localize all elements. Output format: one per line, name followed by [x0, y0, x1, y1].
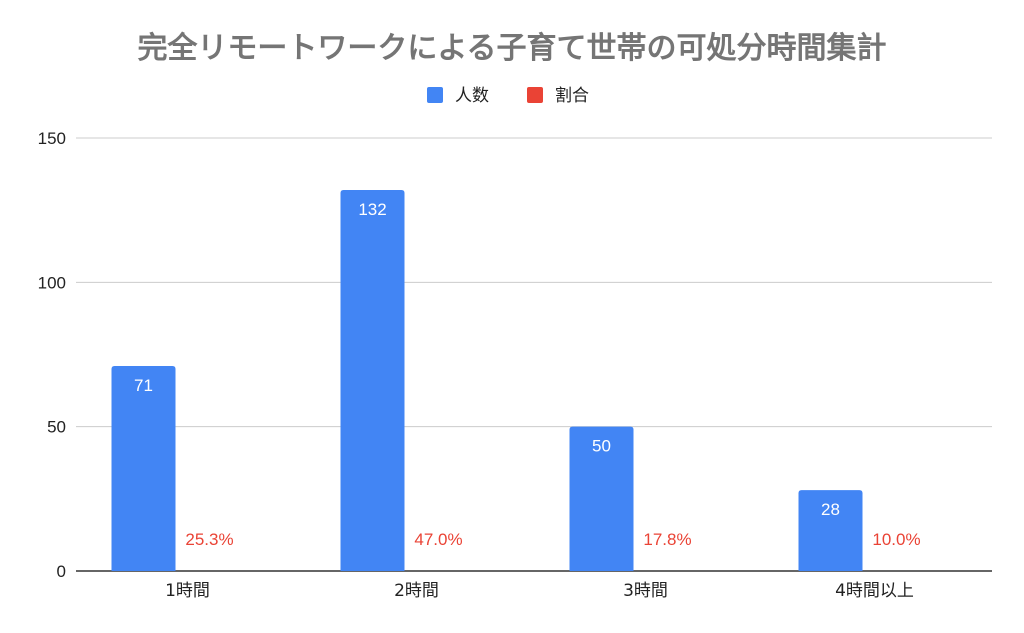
bar-value-label: 50 — [592, 437, 611, 456]
x-tick-label: 2時間 — [394, 581, 439, 601]
legend-swatch-ratio — [527, 87, 543, 103]
x-tick-label: 3時間 — [623, 581, 668, 601]
legend-swatch-count — [427, 87, 443, 103]
chart-title: 完全リモートワークによる子育て世帯の可処分時間集計 — [137, 31, 886, 66]
bar-count — [569, 426, 634, 571]
y-axis-ticks: 0 50 100 150 — [38, 129, 66, 581]
y-tick-label: 50 — [47, 418, 66, 437]
bar-value-label: 71 — [134, 376, 153, 395]
legend-label-count: 人数 — [455, 86, 489, 106]
bar-ratio — [407, 435, 471, 571]
legend: 人数 割合 — [427, 86, 589, 106]
x-tick-label: 1時間 — [165, 581, 210, 601]
y-tick-label: 0 — [57, 562, 66, 581]
legend-label-ratio: 割合 — [555, 86, 589, 106]
y-tick-label: 150 — [38, 129, 66, 148]
bar-count — [798, 490, 863, 571]
bar-value-label: 28 — [821, 500, 840, 519]
bar-count — [111, 366, 176, 571]
ratio-value-label: 10.0% — [872, 530, 920, 549]
x-axis-ticks: 1時間 2時間 3時間 4時間以上 — [165, 581, 914, 601]
x-tick-label: 4時間以上 — [835, 581, 914, 601]
data-labels: 71 25.3% 132 47.0% 50 17.8% 28 10.0% — [134, 200, 921, 549]
bars — [111, 189, 863, 571]
ratio-value-label: 47.0% — [414, 530, 462, 549]
ratio-value-label: 17.8% — [643, 530, 691, 549]
bar-count — [340, 189, 405, 571]
ratio-value-label: 25.3% — [185, 530, 233, 549]
y-tick-label: 100 — [38, 273, 66, 292]
bar-value-label: 132 — [358, 200, 386, 219]
